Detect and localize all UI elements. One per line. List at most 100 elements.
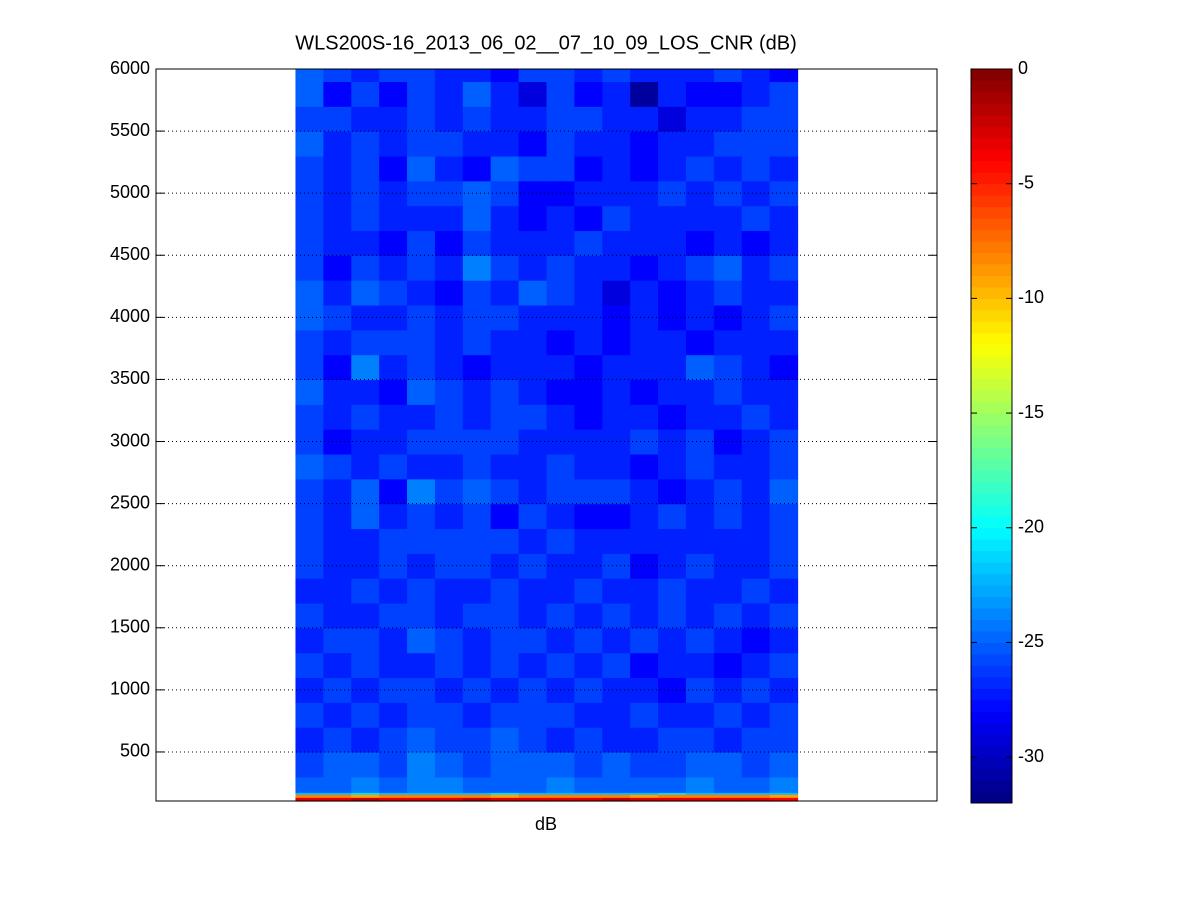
- heatmap-cell: [490, 503, 520, 530]
- heatmap-cell: [741, 794, 771, 798]
- heatmap-cell: [769, 304, 799, 331]
- heatmap-cell: [462, 602, 492, 629]
- heatmap-cell: [741, 429, 771, 455]
- heatmap-cell: [685, 280, 715, 306]
- heatmap-cell: [295, 230, 324, 256]
- heatmap-cell: [407, 180, 436, 207]
- heatmap-cell: [518, 131, 548, 157]
- heatmap-cell: [434, 280, 464, 306]
- heatmap-cell: [295, 553, 324, 579]
- heatmap-cell: [434, 131, 464, 157]
- heatmap-cell: [546, 702, 575, 728]
- heatmap-cell: [630, 627, 659, 654]
- heatmap-cell: [462, 677, 492, 703]
- heatmap-cell: [769, 155, 799, 182]
- heatmap-cell: [741, 379, 771, 405]
- heatmap-cell: [295, 503, 324, 530]
- colorbar-swatch: [971, 539, 1012, 552]
- heatmap-cell: [741, 155, 771, 182]
- heatmap-cell: [407, 677, 436, 703]
- heatmap-cell: [462, 652, 492, 679]
- heatmap-cell: [323, 304, 352, 331]
- heatmap-cell: [741, 652, 771, 679]
- heatmap-cell: [490, 727, 520, 753]
- heatmap-cell: [518, 702, 548, 728]
- heatmap-cell: [434, 205, 464, 232]
- heatmap-cell: [351, 627, 380, 654]
- colorbar-swatch: [971, 172, 1012, 185]
- heatmap-cell: [434, 69, 464, 83]
- colorbar-tick-label: -20: [1018, 517, 1044, 537]
- heatmap-cell: [462, 404, 492, 430]
- heatmap-cell: [295, 702, 324, 728]
- heatmap-cell: [490, 354, 520, 381]
- heatmap-cell: [462, 81, 492, 107]
- heatmap-cell: [630, 280, 659, 306]
- heatmap-cell: [407, 81, 436, 107]
- heatmap-cell: [602, 404, 631, 430]
- colorbar-swatch: [971, 791, 1012, 804]
- y-tick-label: 2500: [110, 492, 150, 512]
- heatmap-cell: [769, 578, 799, 604]
- colorbar-swatch: [971, 149, 1012, 162]
- heatmap-cell: [769, 429, 799, 455]
- heatmap-cell: [713, 751, 743, 778]
- heatmap-cell: [351, 602, 380, 629]
- heatmap-cell: [462, 230, 492, 256]
- heatmap-cell: [490, 792, 520, 795]
- heatmap-cell: [602, 578, 631, 604]
- heatmap-cell: [379, 155, 408, 182]
- heatmap-cell: [407, 792, 436, 795]
- heatmap-cell: [518, 727, 548, 753]
- heatmap-cell: [602, 329, 631, 356]
- heatmap-cell: [602, 627, 631, 654]
- heatmap-cell: [769, 379, 799, 405]
- heatmap-cell: [546, 652, 575, 679]
- colorbar-swatch: [971, 183, 1012, 196]
- heatmap-cell: [741, 553, 771, 579]
- heatmap-cell: [546, 230, 575, 256]
- heatmap-cell: [379, 503, 408, 530]
- heatmap-cell: [685, 453, 715, 480]
- heatmap-cell: [490, 578, 520, 604]
- heatmap-cell: [574, 205, 603, 232]
- heatmap-cell: [713, 379, 743, 405]
- heatmap-cell: [407, 106, 436, 132]
- heatmap-cell: [490, 478, 520, 505]
- heatmap-cell: [518, 751, 548, 778]
- heatmap-cell: [685, 205, 715, 232]
- heatmap-cell: [546, 453, 575, 480]
- heatmap-cell: [407, 379, 436, 405]
- heatmap-cell: [379, 329, 408, 356]
- heatmap-cell: [602, 702, 631, 728]
- heatmap-cell: [630, 751, 659, 778]
- heatmap-cell: [602, 255, 631, 281]
- colorbar-swatch: [971, 470, 1012, 483]
- heatmap-cell: [741, 578, 771, 604]
- heatmap-cell: [546, 205, 575, 232]
- heatmap-cell: [518, 794, 548, 798]
- heatmap-cell: [351, 329, 380, 356]
- heatmap-cell: [323, 205, 352, 232]
- heatmap-cell: [546, 528, 575, 554]
- heatmap-cell: [295, 776, 324, 793]
- heatmap-cell: [574, 776, 603, 793]
- heatmap-cell: [602, 106, 631, 132]
- heatmap-cell: [323, 429, 352, 455]
- colorbar-swatch: [971, 562, 1012, 575]
- heatmap-cell: [323, 453, 352, 480]
- heatmap-cell: [741, 280, 771, 306]
- heatmap-cell: [574, 702, 603, 728]
- heatmap-cell: [379, 792, 408, 795]
- heatmap-cell: [685, 652, 715, 679]
- heatmap-cell: [574, 503, 603, 530]
- heatmap-cell: [407, 776, 436, 793]
- heatmap-cell: [658, 776, 687, 793]
- heatmap-cell: [323, 627, 352, 654]
- heatmap-cell: [769, 180, 799, 207]
- heatmap-cell: [602, 131, 631, 157]
- heatmap-cell: [295, 69, 324, 83]
- heatmap-cell: [323, 155, 352, 182]
- heatmap-cell: [574, 69, 603, 83]
- colorbar-swatch: [971, 585, 1012, 598]
